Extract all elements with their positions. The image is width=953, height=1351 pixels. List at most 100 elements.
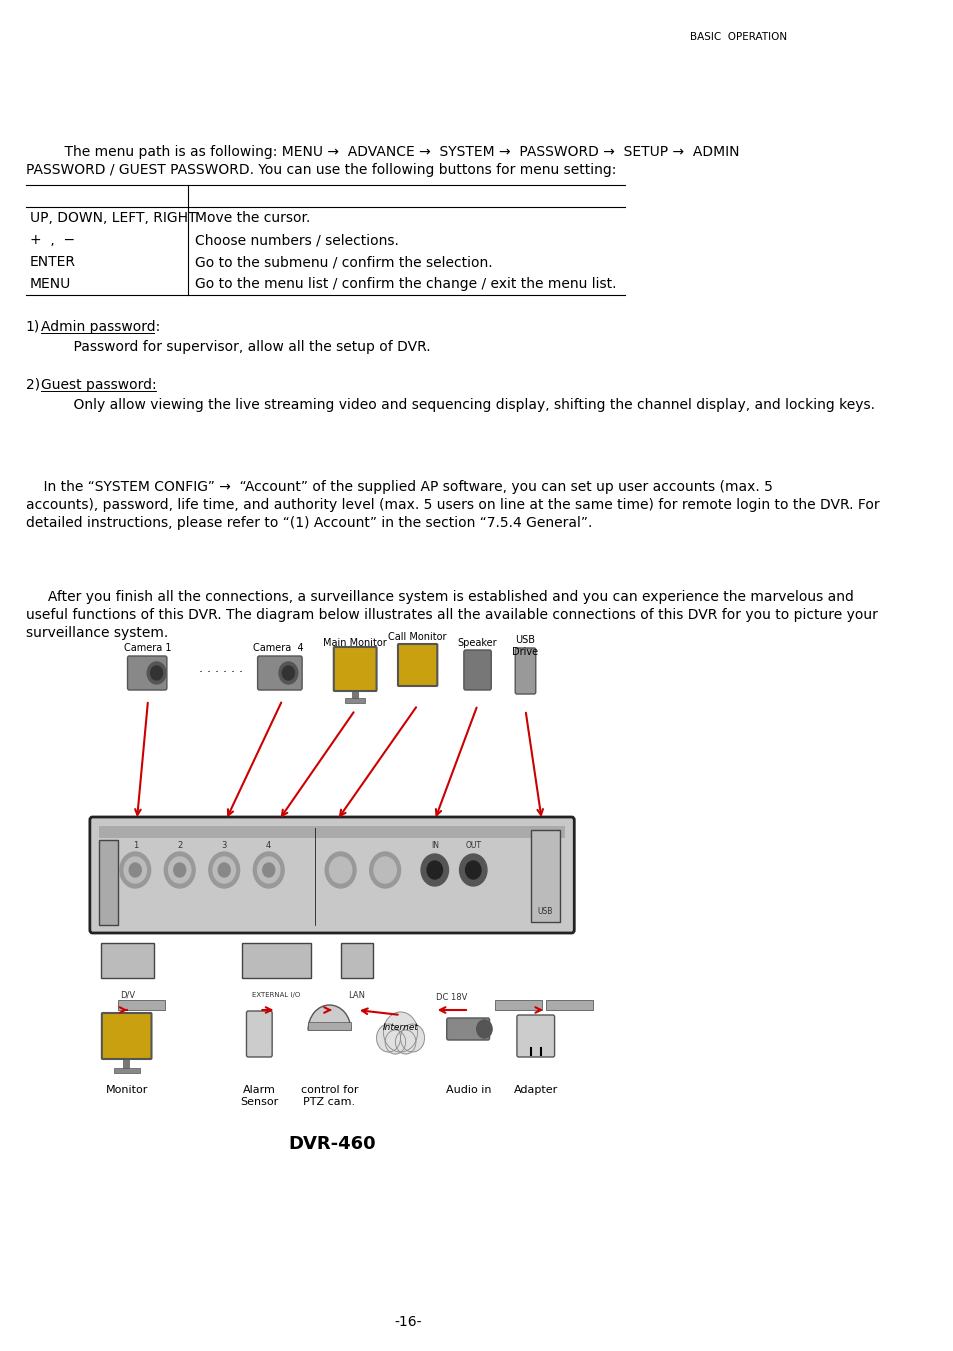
Text: IN: IN xyxy=(431,842,438,850)
Circle shape xyxy=(427,861,442,880)
Circle shape xyxy=(383,1012,417,1052)
Text: Camera  4: Camera 4 xyxy=(253,643,303,653)
Text: useful functions of this DVR. The diagram below illustrates all the available co: useful functions of this DVR. The diagra… xyxy=(26,608,877,621)
FancyBboxPatch shape xyxy=(257,657,302,690)
Text: Speaker: Speaker xyxy=(457,638,497,648)
Text: EXTERNAL I/O: EXTERNAL I/O xyxy=(252,992,300,998)
Circle shape xyxy=(169,857,191,884)
Circle shape xyxy=(385,1029,405,1054)
Text: surveillance system.: surveillance system. xyxy=(26,626,168,640)
Circle shape xyxy=(147,662,166,684)
Bar xyxy=(101,943,153,978)
Text: Camera 1: Camera 1 xyxy=(124,643,172,653)
Text: -16-: -16- xyxy=(395,1315,421,1329)
Circle shape xyxy=(282,666,294,680)
Bar xyxy=(242,943,311,978)
Circle shape xyxy=(370,852,400,888)
Text: Internet: Internet xyxy=(382,1024,418,1032)
Text: Monitor: Monitor xyxy=(106,1085,148,1096)
Bar xyxy=(352,692,358,700)
Circle shape xyxy=(325,852,355,888)
Circle shape xyxy=(476,1020,492,1038)
Text: ENTER: ENTER xyxy=(30,255,76,269)
Circle shape xyxy=(459,854,486,886)
Circle shape xyxy=(400,1024,424,1052)
FancyBboxPatch shape xyxy=(334,647,376,690)
Text: 3: 3 xyxy=(221,842,227,850)
FancyBboxPatch shape xyxy=(90,817,574,934)
Circle shape xyxy=(164,852,195,888)
FancyBboxPatch shape xyxy=(246,1011,272,1056)
Circle shape xyxy=(278,662,297,684)
Bar xyxy=(530,830,559,921)
Text: In the “SYSTEM CONFIG” →  “Account” of the supplied AP software, you can set up : In the “SYSTEM CONFIG” → “Account” of th… xyxy=(26,480,772,494)
Text: Admin password:: Admin password: xyxy=(41,320,160,334)
FancyBboxPatch shape xyxy=(517,1015,554,1056)
Text: detailed instructions, please refer to “(1) Account” in the section “7.5.4 Gener: detailed instructions, please refer to “… xyxy=(26,516,592,530)
Circle shape xyxy=(173,863,186,877)
Text: USB: USB xyxy=(537,907,553,916)
Circle shape xyxy=(420,854,448,886)
Text: DC 18V: DC 18V xyxy=(436,993,467,1002)
Text: Password for supervisor, allow all the setup of DVR.: Password for supervisor, allow all the s… xyxy=(55,340,430,354)
Text: MENU: MENU xyxy=(30,277,71,290)
Text: Main Monitor: Main Monitor xyxy=(323,638,387,648)
Circle shape xyxy=(129,863,141,877)
Text: Audio in: Audio in xyxy=(446,1085,491,1096)
Circle shape xyxy=(465,861,480,880)
Circle shape xyxy=(120,852,151,888)
Circle shape xyxy=(257,857,279,884)
Text: LAN: LAN xyxy=(348,990,365,1000)
Text: control for
PTZ cam.: control for PTZ cam. xyxy=(300,1085,358,1108)
Text: 4: 4 xyxy=(266,842,271,850)
Circle shape xyxy=(124,857,146,884)
Wedge shape xyxy=(308,1005,351,1029)
Text: Alarm
Sensor: Alarm Sensor xyxy=(240,1085,278,1108)
Text: Call Monitor: Call Monitor xyxy=(388,632,446,642)
Bar xyxy=(123,1061,130,1070)
Text: 1): 1) xyxy=(26,320,40,334)
Text: OUT: OUT xyxy=(465,842,480,850)
Text: BASIC  OPERATION: BASIC OPERATION xyxy=(690,32,786,42)
Circle shape xyxy=(151,666,162,680)
FancyBboxPatch shape xyxy=(515,648,536,694)
Bar xyxy=(545,1000,593,1011)
Text: 2): 2) xyxy=(26,378,40,392)
Text: PASSWORD / GUEST PASSWORD. You can use the following buttons for menu setting:: PASSWORD / GUEST PASSWORD. You can use t… xyxy=(26,163,616,177)
Bar xyxy=(99,840,118,925)
Circle shape xyxy=(329,857,352,884)
Text: Adapter: Adapter xyxy=(513,1085,558,1096)
Text: 2: 2 xyxy=(177,842,182,850)
FancyBboxPatch shape xyxy=(446,1019,489,1040)
Text: After you finish all the connections, a surveillance system is established and y: After you finish all the connections, a … xyxy=(26,590,853,604)
Text: Go to the menu list / confirm the change / exit the menu list.: Go to the menu list / confirm the change… xyxy=(195,277,616,290)
Text: Drive: Drive xyxy=(512,647,538,657)
Bar xyxy=(113,1069,139,1073)
Bar xyxy=(345,698,365,703)
Circle shape xyxy=(253,852,284,888)
Circle shape xyxy=(395,1029,416,1054)
Bar xyxy=(308,1021,351,1029)
Text: Guest password:: Guest password: xyxy=(41,378,156,392)
Text: +  ,  −: + , − xyxy=(30,232,75,247)
Bar xyxy=(340,943,373,978)
Text: · · · · · ·: · · · · · · xyxy=(198,666,243,678)
Text: USB: USB xyxy=(515,635,535,644)
FancyBboxPatch shape xyxy=(102,1013,152,1059)
Circle shape xyxy=(376,1024,400,1052)
Text: D/V: D/V xyxy=(120,990,135,1000)
Circle shape xyxy=(374,857,395,884)
Bar xyxy=(99,825,564,838)
Circle shape xyxy=(213,857,235,884)
Text: UP, DOWN, LEFT, RIGHT: UP, DOWN, LEFT, RIGHT xyxy=(30,211,196,226)
Text: Move the cursor.: Move the cursor. xyxy=(195,211,310,226)
Text: The menu path is as following: MENU →  ADVANCE →  SYSTEM →  PASSWORD →  SETUP → : The menu path is as following: MENU → AD… xyxy=(47,145,739,159)
Circle shape xyxy=(262,863,274,877)
Bar xyxy=(495,1000,541,1011)
Text: Go to the submenu / confirm the selection.: Go to the submenu / confirm the selectio… xyxy=(195,255,493,269)
Text: DVR-460: DVR-460 xyxy=(288,1135,375,1152)
Text: accounts), password, life time, and authority level (max. 5 users on line at the: accounts), password, life time, and auth… xyxy=(26,499,879,512)
Text: 1: 1 xyxy=(132,842,137,850)
Text: Choose numbers / selections.: Choose numbers / selections. xyxy=(195,232,398,247)
FancyBboxPatch shape xyxy=(463,650,491,690)
